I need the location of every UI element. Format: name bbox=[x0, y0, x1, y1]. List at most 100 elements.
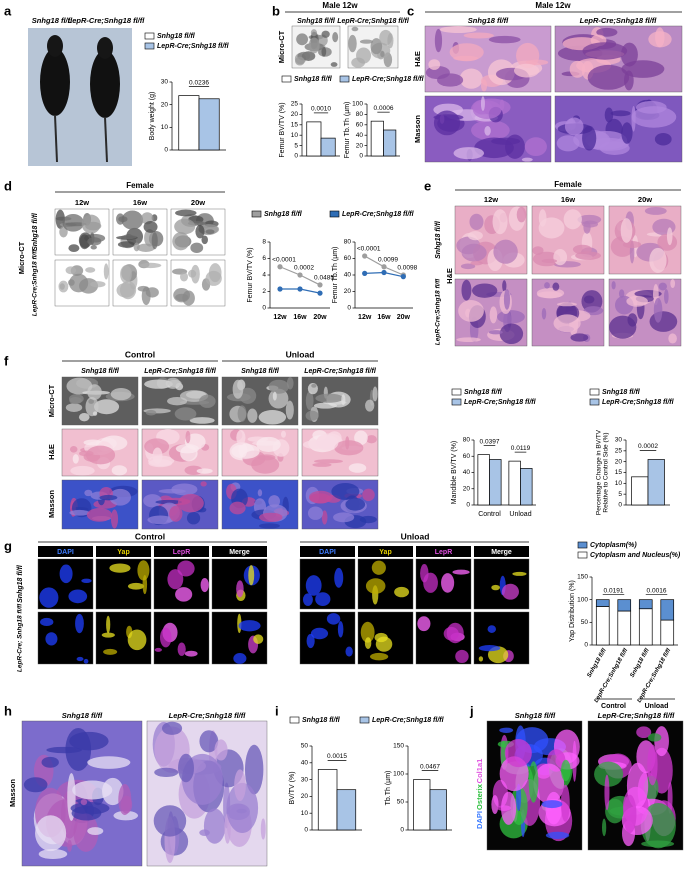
channel-header bbox=[212, 546, 267, 557]
x-tick-label: 20w bbox=[397, 314, 411, 321]
image-texture bbox=[145, 409, 157, 416]
image-texture bbox=[653, 297, 663, 323]
image-texture bbox=[348, 34, 357, 53]
label: Snhg18 fl/fl bbox=[81, 368, 120, 375]
image-texture bbox=[69, 446, 78, 453]
image-texture bbox=[174, 218, 196, 235]
label: Unload bbox=[401, 531, 430, 541]
image-texture bbox=[631, 106, 636, 132]
y-tick-label: 0 bbox=[618, 502, 622, 509]
channel-header bbox=[416, 546, 471, 557]
image-texture bbox=[184, 465, 203, 475]
legend-label: LepR-Cre;Snhg18 fl/fl bbox=[602, 399, 675, 406]
legend-swatch bbox=[577, 551, 588, 559]
image-texture bbox=[85, 445, 116, 465]
point bbox=[277, 264, 283, 270]
image-texture bbox=[469, 213, 484, 230]
legend-swatch bbox=[329, 210, 340, 218]
bar bbox=[336, 789, 357, 831]
bar bbox=[178, 95, 200, 151]
image-texture bbox=[285, 400, 294, 420]
label: LepR bbox=[435, 549, 453, 556]
image-texture bbox=[69, 273, 89, 293]
y-tick-label: 20 bbox=[291, 111, 299, 118]
image-texture bbox=[58, 280, 69, 293]
image-texture bbox=[309, 493, 331, 504]
image-texture bbox=[538, 217, 565, 239]
legend-label: LepR-Cre;Snhg18 fl/fl bbox=[352, 76, 425, 83]
image-texture bbox=[611, 281, 616, 290]
legend-swatch bbox=[289, 716, 300, 724]
label: H&E bbox=[413, 51, 422, 67]
image-texture bbox=[456, 337, 481, 343]
y-tick-label: 20 bbox=[344, 288, 352, 295]
point bbox=[277, 286, 283, 292]
bar-segment bbox=[660, 619, 675, 646]
image-texture bbox=[501, 583, 519, 600]
image-texture bbox=[596, 27, 618, 37]
y-tick-label: 100 bbox=[352, 101, 363, 108]
image-texture bbox=[103, 263, 109, 280]
image-texture bbox=[41, 756, 59, 768]
image-texture bbox=[478, 645, 501, 652]
legend-swatch bbox=[281, 75, 292, 83]
image-texture bbox=[621, 60, 665, 78]
y-tick-label: 10 bbox=[291, 132, 299, 139]
image-texture bbox=[312, 462, 332, 467]
legend-swatch bbox=[589, 398, 600, 406]
label: Merge bbox=[229, 549, 250, 556]
photo-mouse bbox=[90, 50, 120, 118]
bar-segment bbox=[638, 608, 653, 646]
image-texture bbox=[582, 220, 599, 228]
image-texture bbox=[136, 243, 155, 252]
image-texture bbox=[109, 488, 131, 506]
image-texture bbox=[452, 569, 470, 575]
image-texture bbox=[305, 575, 322, 596]
image-texture bbox=[83, 658, 89, 664]
image-texture bbox=[504, 739, 532, 768]
image-texture bbox=[169, 505, 183, 522]
image-texture bbox=[341, 394, 346, 406]
p-value: 0.0002 bbox=[294, 265, 314, 272]
point bbox=[362, 270, 368, 276]
bar-segment bbox=[638, 599, 653, 610]
image-texture bbox=[143, 494, 162, 508]
image-texture bbox=[66, 377, 93, 395]
image-texture bbox=[441, 573, 455, 593]
label: Snhg18 fl/fl bbox=[515, 711, 556, 720]
image-texture bbox=[175, 587, 193, 602]
y-tick-label: 60 bbox=[344, 255, 352, 262]
image-texture bbox=[85, 267, 96, 273]
label: H&E bbox=[47, 444, 56, 460]
label: 16w bbox=[561, 195, 575, 204]
image-texture bbox=[200, 481, 207, 487]
bar-segment bbox=[617, 599, 632, 612]
channel-header bbox=[358, 546, 413, 557]
image-texture bbox=[84, 489, 93, 497]
label: Col1a1 bbox=[475, 759, 484, 784]
legend-label: LepR-Cre;Snhg18 fl/fl bbox=[157, 43, 230, 50]
p-value: 0.0010 bbox=[311, 106, 331, 113]
panel-letter: i bbox=[275, 703, 279, 718]
image-texture bbox=[478, 656, 484, 662]
image-texture bbox=[315, 393, 344, 403]
label: Micro-CT bbox=[277, 30, 286, 63]
panel-letter: f bbox=[4, 353, 9, 368]
image-texture bbox=[666, 227, 673, 246]
label: DAPI bbox=[475, 811, 484, 829]
image-texture bbox=[257, 489, 263, 497]
image-texture bbox=[81, 214, 101, 234]
y-tick-label: 0 bbox=[359, 153, 363, 160]
image-texture bbox=[201, 235, 208, 245]
p-value: 0.0397 bbox=[480, 438, 500, 445]
image-texture bbox=[330, 62, 338, 67]
point bbox=[381, 264, 387, 270]
image-texture bbox=[370, 38, 383, 55]
image-texture bbox=[152, 447, 163, 464]
image-texture bbox=[153, 805, 187, 837]
channel-header bbox=[300, 546, 355, 557]
y-tick-label: 0 bbox=[262, 305, 266, 312]
image-texture bbox=[305, 410, 319, 421]
y-axis-label: Femur BV/TV (%) bbox=[247, 247, 254, 302]
image-texture bbox=[489, 306, 498, 324]
